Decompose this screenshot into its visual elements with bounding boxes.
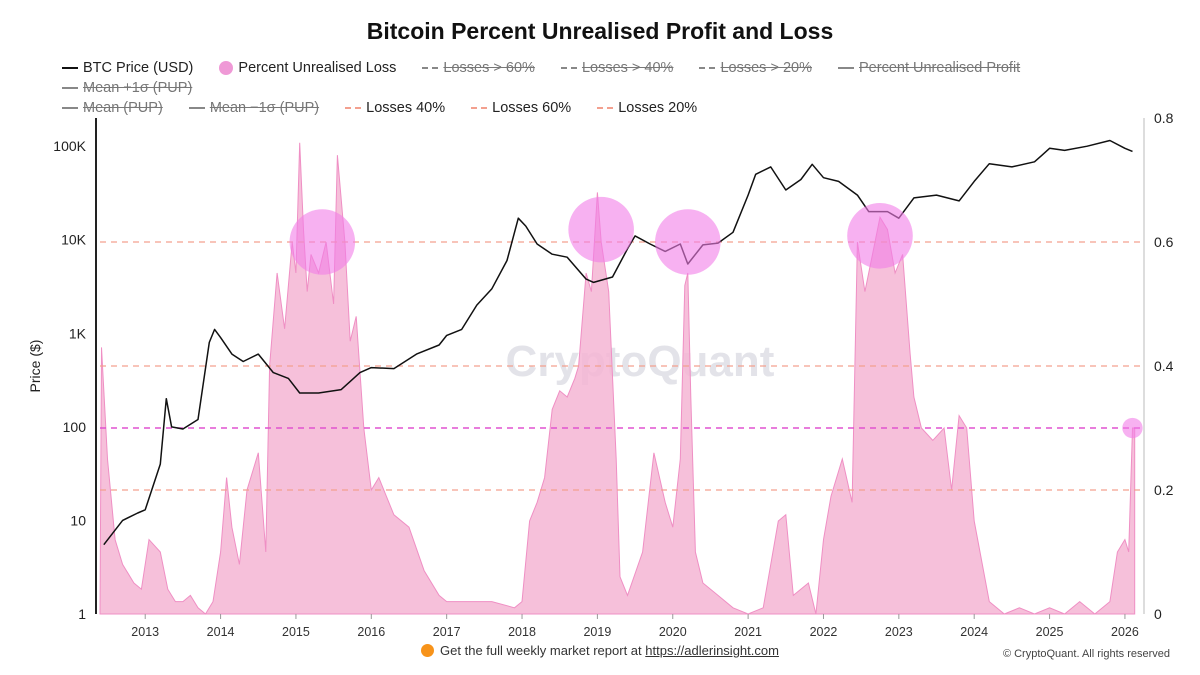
- line-swatch-icon: [62, 107, 78, 110]
- dash-swatch-icon: [560, 67, 577, 70]
- dash-swatch-icon: [345, 107, 362, 110]
- legend-label: Losses 20%: [618, 100, 698, 116]
- x-tick-label: 2014: [207, 625, 235, 639]
- legend-label: Losses > 60%: [443, 60, 535, 76]
- legend-item[interactable]: Losses > 40%: [560, 58, 674, 78]
- circle-swatch-icon: [219, 61, 234, 76]
- legend-label: Losses 60%: [492, 100, 572, 116]
- x-tick-label: 2019: [583, 625, 611, 639]
- legend-label: Losses > 20%: [720, 60, 812, 76]
- watermark-text: CryptoQuant: [506, 337, 775, 386]
- line-swatch-icon: [62, 67, 78, 70]
- legend-item[interactable]: Losses > 20%: [699, 58, 812, 78]
- highlight-circle: [847, 203, 913, 269]
- legend-item[interactable]: Mean +1σ (PUP): [62, 78, 192, 98]
- x-tick-label: 2020: [659, 625, 687, 639]
- legend-item[interactable]: Losses 60%: [471, 98, 571, 118]
- legend-label: Mean +1σ (PUP): [83, 80, 193, 96]
- legend-label: Percent Unrealised Loss: [238, 60, 397, 76]
- x-tick-label: 2024: [960, 625, 988, 639]
- right-tick-label: 0: [1154, 606, 1162, 622]
- left-tick-label: 10K: [61, 232, 87, 248]
- right-tick-label: 0.4: [1154, 358, 1174, 374]
- x-tick-label: 2026: [1111, 625, 1139, 639]
- chart-title: Bitcoin Percent Unrealised Profit and Lo…: [366, 18, 834, 44]
- legend-label: Percent Unrealised Profit: [859, 60, 1021, 76]
- left-tick-label: 100K: [53, 138, 86, 154]
- x-tick-label: 2022: [810, 625, 838, 639]
- dash-swatch-icon: [471, 107, 488, 110]
- line-swatch-icon: [62, 87, 78, 90]
- right-tick-label: 0.6: [1154, 234, 1174, 250]
- legend: BTC Price (USD) Percent Unrealised Loss …: [62, 58, 1162, 118]
- left-tick-label: 10: [70, 512, 86, 528]
- highlight-circle: [289, 209, 356, 275]
- x-tick-label: 2023: [885, 625, 913, 639]
- left-tick-label: 1: [78, 606, 86, 622]
- highlight-circle: [568, 196, 634, 263]
- legend-item[interactable]: Losses 40%: [345, 98, 445, 118]
- copyright: © CryptoQuant. All rights reserved: [1002, 648, 1170, 660]
- dash-swatch-icon: [699, 67, 716, 70]
- legend-label: Losses > 40%: [581, 60, 674, 76]
- x-tick-label: 2017: [433, 625, 461, 639]
- legend-label: Mean (PUP): [83, 100, 163, 116]
- x-tick-label: 2013: [131, 625, 159, 639]
- footer-text: Get the full weekly market report at: [440, 643, 642, 658]
- x-tick-label: 2021: [734, 625, 762, 639]
- legend-label: Losses 40%: [366, 100, 446, 116]
- legend-item[interactable]: Mean −1σ (PUP): [188, 98, 320, 118]
- legend-item[interactable]: BTC Price (USD): [62, 58, 193, 78]
- footer: Get the full weekly market report at htt…: [0, 643, 1200, 658]
- highlight-circle: [1122, 417, 1143, 439]
- legend-item[interactable]: Losses 20%: [597, 98, 697, 118]
- legend-item[interactable]: Percent Unrealised Loss: [219, 58, 396, 78]
- left-tick-label: 1K: [69, 325, 87, 341]
- legend-label: Mean −1σ (PUP): [209, 100, 320, 116]
- left-tick-label: 100: [63, 419, 87, 435]
- line-swatch-icon: [838, 67, 855, 70]
- right-tick-label: 0.8: [1154, 110, 1174, 126]
- legend-item[interactable]: Losses > 60%: [422, 58, 535, 78]
- x-tick-label: 2018: [508, 625, 536, 639]
- x-tick-label: 2016: [357, 625, 385, 639]
- highlight-circle: [655, 209, 721, 275]
- x-tick-label: 2015: [282, 625, 310, 639]
- x-tick-label: 2025: [1036, 625, 1064, 639]
- y-axis-label: Price ($): [27, 340, 43, 393]
- line-swatch-icon: [188, 107, 205, 110]
- right-tick-label: 0.2: [1154, 482, 1174, 498]
- bitcoin-coin-icon: [421, 644, 435, 657]
- legend-item[interactable]: Percent Unrealised Profit: [838, 58, 1020, 78]
- btc-price-line: [103, 139, 1133, 546]
- dash-swatch-icon: [422, 67, 439, 70]
- legend-label: BTC Price (USD): [83, 60, 194, 76]
- dash-swatch-icon: [597, 107, 614, 110]
- report-link[interactable]: https://adlerinsight.com: [645, 643, 779, 658]
- legend-item[interactable]: Mean (PUP): [62, 98, 163, 118]
